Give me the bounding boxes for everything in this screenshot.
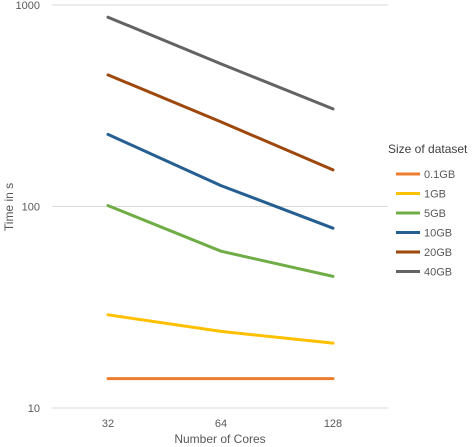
series-line-20GB: [106, 73, 335, 172]
legend-label: 0.1GB: [424, 169, 455, 181]
x-tick-label: 32: [102, 418, 114, 430]
series-line-1GB: [106, 313, 335, 345]
y-tick-label: 1000: [16, 0, 40, 12]
y-axis-title: Time in s: [2, 183, 16, 231]
series-line-5GB: [106, 204, 335, 278]
legend-title: Size of dataset: [388, 142, 468, 156]
x-tick-label: 128: [324, 418, 342, 430]
series-line-10GB: [106, 132, 335, 230]
legend-label: 40GB: [424, 267, 452, 279]
y-tick-label: 100: [22, 202, 40, 214]
y-tick-label: 10: [28, 403, 40, 415]
legend: 0.1GB 1GB 5GB 10GB 20GB 40GB: [396, 169, 455, 279]
x-tick-label: 64: [215, 418, 227, 430]
legend-label: 1GB: [424, 189, 446, 201]
y-axis-ticks: 10 100 1000: [16, 0, 40, 415]
x-axis-ticks: 32 64 128: [102, 418, 342, 430]
legend-label: 10GB: [424, 228, 452, 240]
series-line-40GB: [106, 15, 335, 111]
legend-label: 20GB: [424, 247, 452, 259]
x-axis-title: Number of Cores: [174, 432, 265, 446]
legend-label: 5GB: [424, 208, 446, 220]
series-lines: [106, 15, 335, 381]
gridlines: [52, 4, 388, 409]
